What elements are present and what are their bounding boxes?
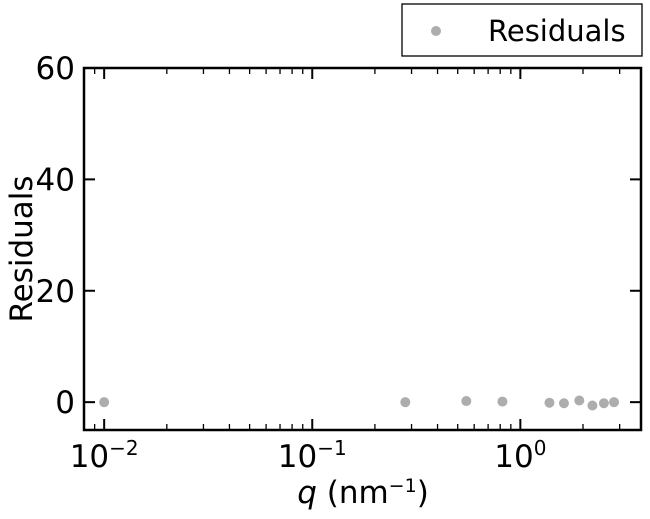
- data-point: [99, 397, 110, 408]
- x-axis-label: q (nm−1): [297, 475, 429, 511]
- legend-label: Residuals: [488, 14, 626, 48]
- y-tick-label: 60: [36, 51, 75, 87]
- legend-marker: [431, 26, 441, 36]
- y-tick-label: 0: [55, 385, 75, 421]
- minor-ticks: [83, 68, 621, 430]
- x-axis-label-exp: −1: [389, 475, 417, 497]
- legend-box: [401, 3, 643, 57]
- data-point: [461, 396, 472, 407]
- y-tick-label: 40: [36, 162, 75, 198]
- data-point: [558, 398, 569, 409]
- x-tick-label: 100: [494, 436, 546, 475]
- data-point: [544, 397, 555, 408]
- tick-labels: 10−2 10−1 100 0 20 40 60: [36, 51, 547, 475]
- data-point: [598, 398, 609, 409]
- data-point: [400, 397, 411, 408]
- x-tick-label: 10−1: [278, 436, 347, 475]
- plot-frame: [82, 66, 643, 432]
- data-point: [609, 397, 620, 408]
- x-axis-label-unit: (nm: [317, 475, 389, 511]
- x-axis-label-close: ): [417, 475, 429, 511]
- major-ticks: [84, 67, 641, 430]
- data-point: [497, 396, 508, 407]
- data-points: [99, 395, 620, 411]
- data-point: [574, 395, 585, 406]
- x-tick-label: 10−2: [70, 436, 139, 475]
- y-axis-label: Residuals: [4, 175, 40, 322]
- x-axis-label-var: q: [297, 475, 317, 511]
- data-point: [587, 400, 598, 411]
- y-tick-label: 20: [36, 274, 75, 310]
- legend: Residuals: [401, 3, 643, 57]
